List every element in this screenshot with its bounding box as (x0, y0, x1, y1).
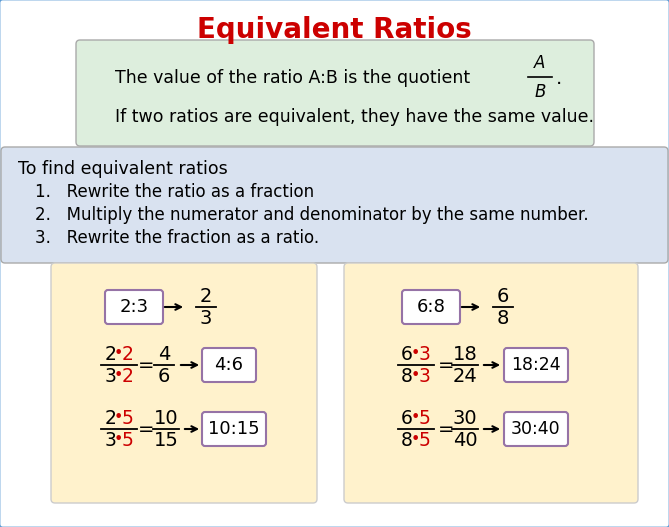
FancyBboxPatch shape (504, 348, 568, 382)
Text: •: • (113, 411, 122, 425)
Text: 3: 3 (419, 345, 431, 364)
FancyBboxPatch shape (504, 412, 568, 446)
Text: 10:15: 10:15 (208, 420, 260, 438)
Text: Equivalent Ratios: Equivalent Ratios (197, 16, 472, 44)
FancyBboxPatch shape (202, 348, 256, 382)
Text: •: • (410, 368, 419, 384)
Text: 3: 3 (419, 366, 431, 385)
Text: 3.   Rewrite the fraction as a ratio.: 3. Rewrite the fraction as a ratio. (35, 229, 319, 247)
FancyBboxPatch shape (402, 290, 460, 324)
FancyBboxPatch shape (202, 412, 266, 446)
FancyBboxPatch shape (51, 263, 317, 503)
Text: 8: 8 (401, 366, 413, 385)
Text: $B$: $B$ (534, 83, 546, 101)
Text: 8: 8 (401, 431, 413, 450)
Text: 5: 5 (419, 408, 431, 427)
Text: •: • (410, 433, 419, 447)
Text: 5: 5 (419, 431, 431, 450)
Text: .: . (556, 69, 562, 87)
Text: 2: 2 (104, 408, 116, 427)
Text: =: = (438, 356, 454, 375)
Text: 6: 6 (497, 287, 509, 306)
Text: 2: 2 (200, 287, 212, 306)
Text: 6: 6 (401, 345, 413, 364)
Text: 3: 3 (200, 308, 212, 327)
Text: 8: 8 (497, 308, 509, 327)
Text: The value of the ratio A:B is the quotient: The value of the ratio A:B is the quotie… (115, 69, 470, 87)
Text: =: = (138, 356, 155, 375)
Text: 2: 2 (122, 366, 134, 385)
Text: =: = (438, 419, 454, 438)
Text: •: • (410, 346, 419, 362)
Text: To find equivalent ratios: To find equivalent ratios (18, 160, 227, 178)
Text: 2.   Multiply the numerator and denominator by the same number.: 2. Multiply the numerator and denominato… (35, 206, 589, 224)
Text: $A$: $A$ (533, 54, 547, 72)
Text: 1.   Rewrite the ratio as a fraction: 1. Rewrite the ratio as a fraction (35, 183, 314, 201)
FancyBboxPatch shape (1, 147, 668, 263)
Text: 6:8: 6:8 (417, 298, 446, 316)
Text: 15: 15 (154, 431, 179, 450)
Text: 2:3: 2:3 (120, 298, 149, 316)
FancyBboxPatch shape (105, 290, 163, 324)
Text: •: • (410, 411, 419, 425)
Text: 5: 5 (122, 431, 134, 450)
Text: •: • (113, 368, 122, 384)
Text: 40: 40 (453, 431, 477, 450)
Text: 30: 30 (453, 408, 477, 427)
Text: •: • (113, 433, 122, 447)
Text: •: • (113, 346, 122, 362)
Text: 3: 3 (104, 431, 116, 450)
Text: 6: 6 (158, 366, 170, 385)
Text: 4: 4 (158, 345, 170, 364)
Text: 5: 5 (122, 408, 134, 427)
Text: =: = (138, 419, 155, 438)
Text: 10: 10 (154, 408, 179, 427)
Text: 4:6: 4:6 (215, 356, 244, 374)
Text: 18: 18 (453, 345, 478, 364)
Text: 3: 3 (104, 366, 116, 385)
Text: 30:40: 30:40 (511, 420, 561, 438)
FancyBboxPatch shape (76, 40, 594, 146)
Text: 24: 24 (453, 366, 478, 385)
Text: If two ratios are equivalent, they have the same value.: If two ratios are equivalent, they have … (115, 108, 594, 126)
FancyBboxPatch shape (344, 263, 638, 503)
Text: 2: 2 (122, 345, 134, 364)
Text: 6: 6 (401, 408, 413, 427)
Text: 18:24: 18:24 (511, 356, 561, 374)
Text: 2: 2 (104, 345, 116, 364)
